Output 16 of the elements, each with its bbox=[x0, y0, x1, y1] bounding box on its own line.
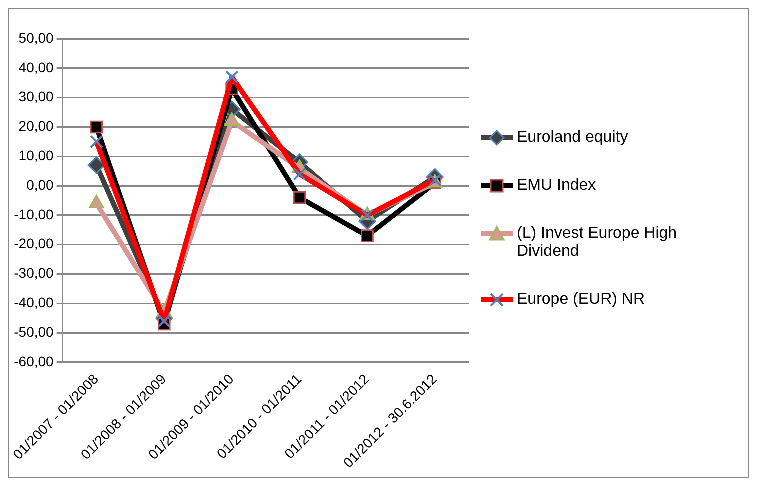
y-tick-label: 30,00 bbox=[18, 88, 54, 105]
y-tick-label: -60,00 bbox=[14, 353, 54, 370]
y-tick-label: -50,00 bbox=[14, 324, 54, 340]
y-tick-label: 0,00 bbox=[26, 176, 54, 193]
y-tick-label: -20,00 bbox=[14, 236, 54, 252]
legend-label: Europe (EUR) NR bbox=[517, 291, 646, 309]
y-tick-label: 50,00 bbox=[18, 30, 54, 46]
y-tick-label: -40,00 bbox=[14, 294, 54, 311]
legend-label: (L) Invest Europe High Dividend bbox=[517, 225, 678, 261]
legend-label: Euroland equity bbox=[517, 129, 628, 147]
y-tick-label: 10,00 bbox=[18, 147, 54, 164]
y-tick-label: 40,00 bbox=[18, 59, 54, 76]
legend-label: EMU Index bbox=[517, 177, 596, 195]
y-tick-label: -10,00 bbox=[14, 206, 54, 222]
y-tick-label: -30,00 bbox=[14, 265, 54, 282]
y-tick-label: 20,00 bbox=[18, 118, 54, 134]
